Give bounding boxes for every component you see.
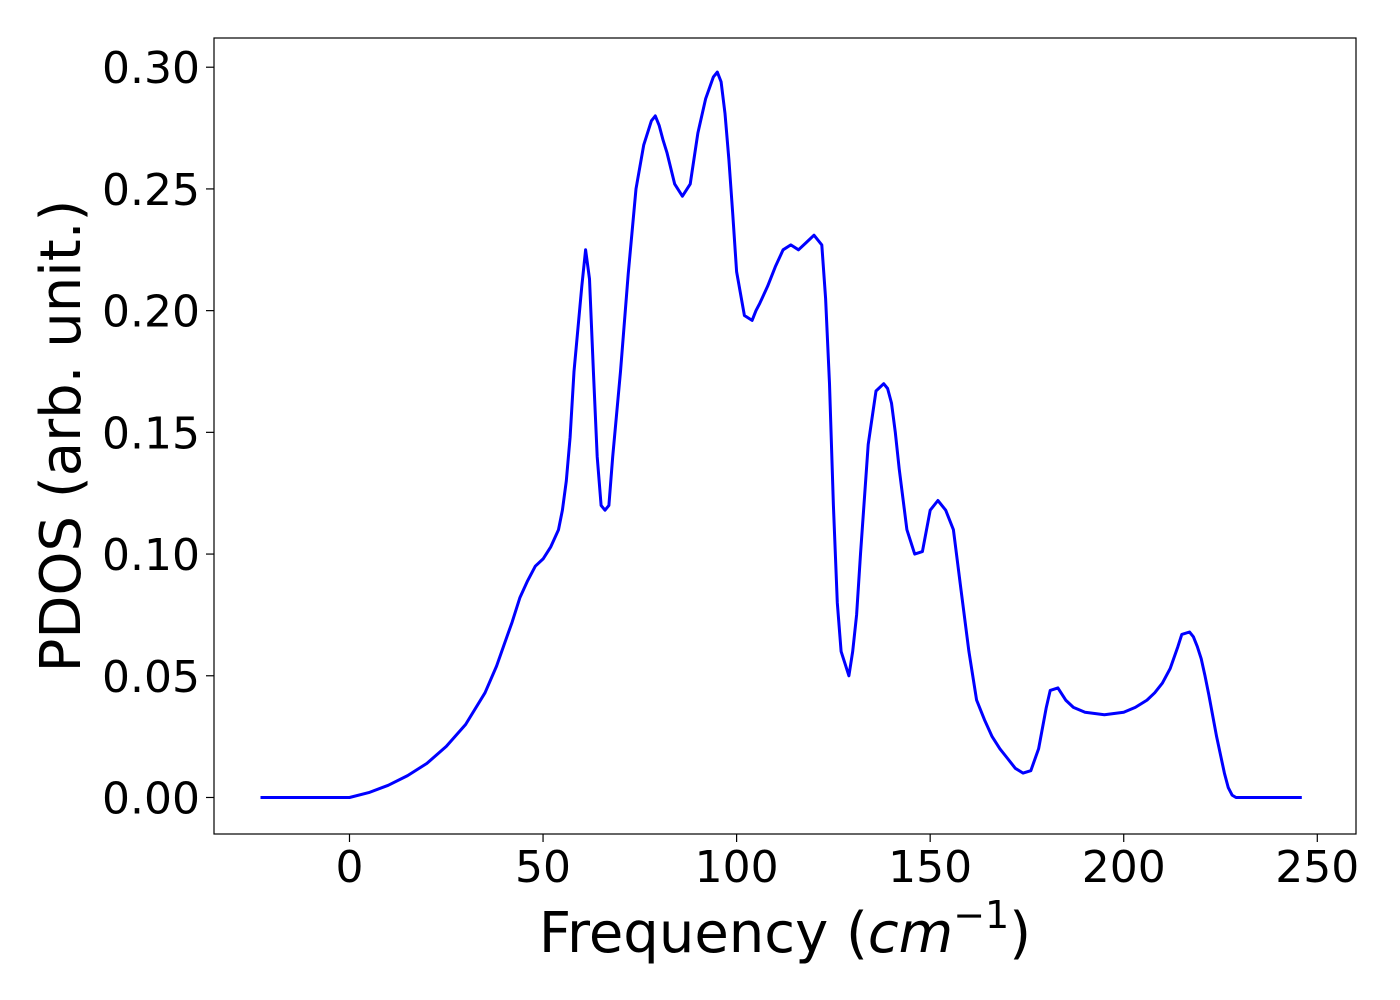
y-tick-label: 0.10: [102, 530, 200, 581]
y-tick-label: 0.20: [102, 287, 200, 338]
x-tick-label: 250: [1275, 842, 1359, 893]
y-axis-ticks: 0.00 0.05 0.10 0.15 0.20 0.25 0.30: [102, 43, 214, 824]
y-tick-label: 0.00: [102, 773, 200, 824]
x-axis-label-close: ): [1009, 901, 1031, 966]
x-axis-label: Frequency (cm−1): [539, 893, 1031, 966]
x-tick-label: 0: [335, 842, 363, 893]
x-tick-label: 150: [888, 842, 972, 893]
plot-area-frame: [213, 37, 1357, 835]
y-axis-label: PDOS (arb. unit.): [29, 200, 94, 673]
x-axis-ticks: 0 50 100 150 200 250: [335, 834, 1359, 893]
y-tick-label: 0.05: [102, 652, 200, 703]
y-tick-label: 0.25: [102, 165, 200, 216]
pdos-series-line: [260, 70, 1302, 799]
x-tick-label: 200: [1082, 842, 1166, 893]
y-tick-label: 0.30: [102, 43, 200, 94]
plot-clip-group: [260, 70, 1302, 799]
x-axis-label-unit: cm: [868, 901, 953, 966]
x-tick-label: 100: [695, 842, 779, 893]
y-tick-label: 0.15: [102, 408, 200, 459]
x-axis-label-exponent: −1: [953, 893, 1009, 937]
x-tick-label: 50: [515, 842, 571, 893]
x-axis-label-text: Frequency (: [539, 901, 868, 966]
